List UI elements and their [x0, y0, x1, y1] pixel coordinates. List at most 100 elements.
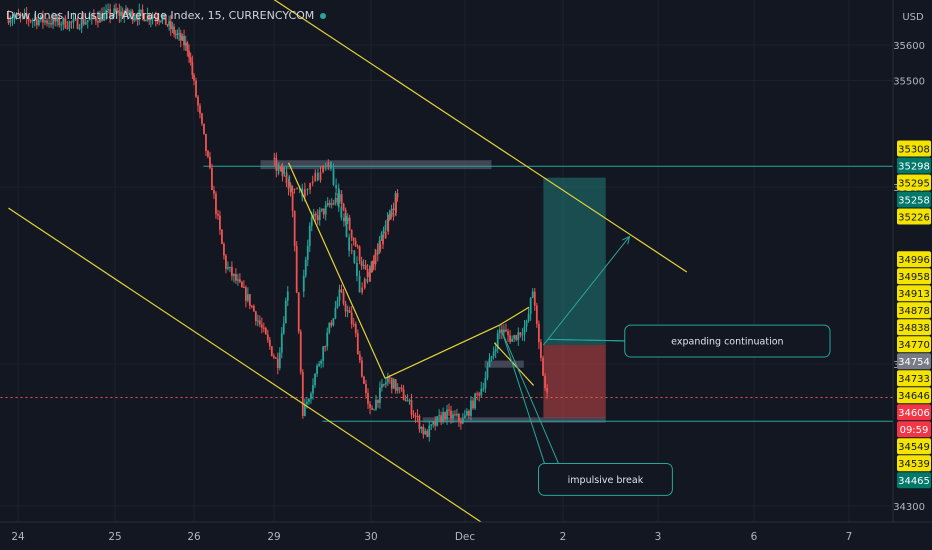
- trendline[interactable]: [139, 0, 688, 273]
- candle-body: [233, 274, 235, 276]
- candle-body: [343, 217, 345, 222]
- price-label-box: [897, 438, 931, 455]
- candle-body: [143, 14, 146, 21]
- candle-body: [456, 413, 458, 416]
- trendline[interactable]: [498, 306, 530, 326]
- candle-body: [221, 229, 223, 244]
- price-label-text: 34770: [898, 340, 930, 351]
- candle-body: [128, 14, 131, 16]
- candle-body: [213, 190, 215, 194]
- candle-body: [158, 20, 161, 22]
- candle-body: [94, 17, 97, 22]
- candle-body: [390, 377, 393, 389]
- candle-body: [416, 416, 419, 418]
- price-axis[interactable]: 3560035500352003470034300USD353083529835…: [892, 0, 932, 522]
- candle-body: [82, 18, 85, 25]
- callout-label: expanding continuation: [671, 337, 783, 348]
- candle-body: [335, 185, 338, 189]
- candle-body: [120, 12, 122, 16]
- candle-body: [316, 215, 319, 221]
- arrow-line[interactable]: [543, 236, 630, 346]
- candle-body: [340, 194, 343, 204]
- candle-body: [387, 219, 390, 232]
- candle-body: [285, 175, 288, 184]
- callout-box[interactable]: [624, 324, 831, 358]
- candle-body: [468, 410, 470, 416]
- candle-body: [17, 13, 20, 16]
- candle-body: [338, 289, 341, 302]
- candle-body: [281, 168, 284, 177]
- callout-box[interactable]: [538, 462, 673, 496]
- candle-body: [384, 231, 387, 239]
- candle-body: [113, 8, 116, 15]
- candle-body: [537, 323, 540, 343]
- candle-body: [454, 414, 456, 416]
- candle-body: [244, 287, 247, 301]
- candle-body: [308, 398, 310, 402]
- trendline[interactable]: [493, 342, 535, 386]
- candle-body: [62, 18, 65, 25]
- candle-body: [396, 193, 399, 198]
- candle-body: [283, 175, 286, 177]
- callouts[interactable]: expanding continuation impulsive break: [501, 235, 831, 496]
- candle-body: [304, 259, 307, 276]
- candle-body: [356, 333, 359, 355]
- price-label-text: 35226: [898, 213, 930, 224]
- candle-body: [379, 387, 381, 403]
- candle-body: [203, 123, 205, 134]
- candle-body: [115, 8, 117, 12]
- trendline[interactable]: [8, 207, 495, 532]
- candle-body: [476, 393, 479, 395]
- candle-body: [9, 20, 12, 23]
- candle-body: [513, 335, 516, 339]
- candle-body: [169, 21, 172, 29]
- stop-zone[interactable]: [543, 345, 606, 418]
- candle-body: [48, 23, 50, 25]
- candle-body: [470, 400, 472, 416]
- candle-body: [348, 217, 351, 230]
- price-label-text: 34838: [898, 323, 930, 334]
- candle-body: [320, 360, 323, 364]
- candle-body: [288, 176, 291, 187]
- candle-body: [278, 352, 281, 369]
- candle-body: [388, 377, 391, 379]
- time-axis[interactable]: 24 25 26 29 30 Dec 2 3 6 7: [0, 521, 932, 550]
- candle-body: [35, 18, 38, 26]
- price-label-text: 34539: [898, 459, 930, 470]
- candle-body: [402, 389, 405, 400]
- candle-body: [309, 183, 311, 190]
- price-label-box: [897, 251, 931, 268]
- candle-body: [507, 331, 509, 336]
- candle-body: [305, 401, 308, 405]
- candle-body: [310, 217, 313, 226]
- chart-grid: [0, 0, 893, 522]
- candle-body: [496, 333, 499, 350]
- price-label-box: [897, 472, 931, 489]
- trendline[interactable]: [288, 162, 386, 379]
- candle-body: [332, 203, 335, 205]
- candle-body: [130, 11, 132, 15]
- candle-body: [354, 240, 357, 247]
- candle-body: [314, 213, 317, 216]
- candle-body: [201, 113, 203, 124]
- candle-body: [272, 355, 275, 358]
- candle-body: [126, 8, 129, 15]
- chart-title-text: Dow Jones Industrial Average Index, 15, …: [6, 9, 315, 22]
- candle-body: [525, 320, 528, 327]
- long-position-tool[interactable]: [543, 177, 606, 418]
- candle-body: [381, 384, 383, 388]
- price-label-text: 34913: [898, 289, 930, 300]
- target-zone[interactable]: [543, 177, 606, 346]
- candle-body: [432, 421, 435, 425]
- candle-body: [318, 363, 321, 366]
- candle-body: [225, 255, 227, 269]
- trendline[interactable]: [384, 324, 500, 379]
- candle-body: [276, 358, 279, 369]
- trendlines[interactable]: [8, 0, 688, 532]
- candle-body: [260, 324, 263, 328]
- candle-body: [74, 18, 77, 20]
- candle-body: [364, 264, 367, 270]
- candle-body: [374, 254, 377, 264]
